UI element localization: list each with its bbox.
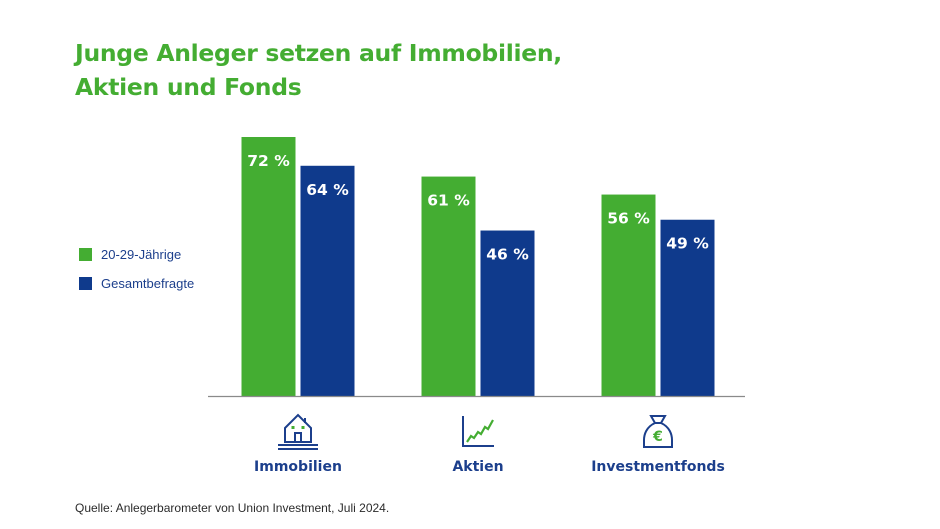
value-label-aktien-series-0: 61 % (427, 192, 470, 210)
bar-aktien-series-0 (421, 176, 476, 396)
money-bag-euro-icon: € (643, 415, 673, 448)
title-line-2: Aktien und Fonds (75, 73, 302, 101)
bars-group: 72 % 64 % 61 % 46 % 56 % 49 % (241, 137, 715, 396)
value-label-investmentfonds-series-0: 56 % (607, 210, 650, 228)
bar-immobilien-series-0 (241, 137, 296, 396)
value-label-investmentfonds-series-1: 49 % (666, 235, 709, 253)
legend: 20-29-Jährige Gesamtbefragte (79, 240, 194, 298)
bar-aktien-series-1 (480, 230, 535, 396)
category-label-aktien: Aktien (452, 459, 503, 475)
legend-item-young: 20-29-Jährige (79, 240, 194, 269)
category-label-investmentfonds: Investmentfonds (591, 459, 725, 475)
bar-investmentfonds-series-0 (601, 194, 656, 396)
legend-label: Gesamtbefragte (101, 276, 195, 291)
value-label-immobilien-series-1: 64 % (306, 181, 349, 199)
value-label-immobilien-series-0: 72 % (247, 152, 290, 170)
bar-investmentfonds-series-1 (660, 219, 715, 396)
legend-label: 20-29-Jährige (101, 247, 182, 262)
svg-text:€: € (652, 429, 663, 445)
category-label-immobilien: Immobilien (254, 459, 342, 475)
title-line-1: Junge Anleger setzen auf Immobilien, (75, 39, 562, 67)
legend-swatch-green (79, 248, 92, 261)
legend-item-all: Gesamtbefragte (79, 269, 194, 298)
legend-swatch-blue (79, 277, 92, 290)
source-note: Quelle: Anlegerbarometer von Union Inves… (75, 501, 390, 515)
house-icon (278, 413, 318, 450)
chart-title: Junge Anleger setzen auf Immobilien, Akt… (75, 36, 562, 104)
value-label-aktien-series-1: 46 % (486, 246, 529, 264)
bar-immobilien-series-1 (300, 165, 355, 396)
stock-chart-icon (462, 416, 494, 447)
